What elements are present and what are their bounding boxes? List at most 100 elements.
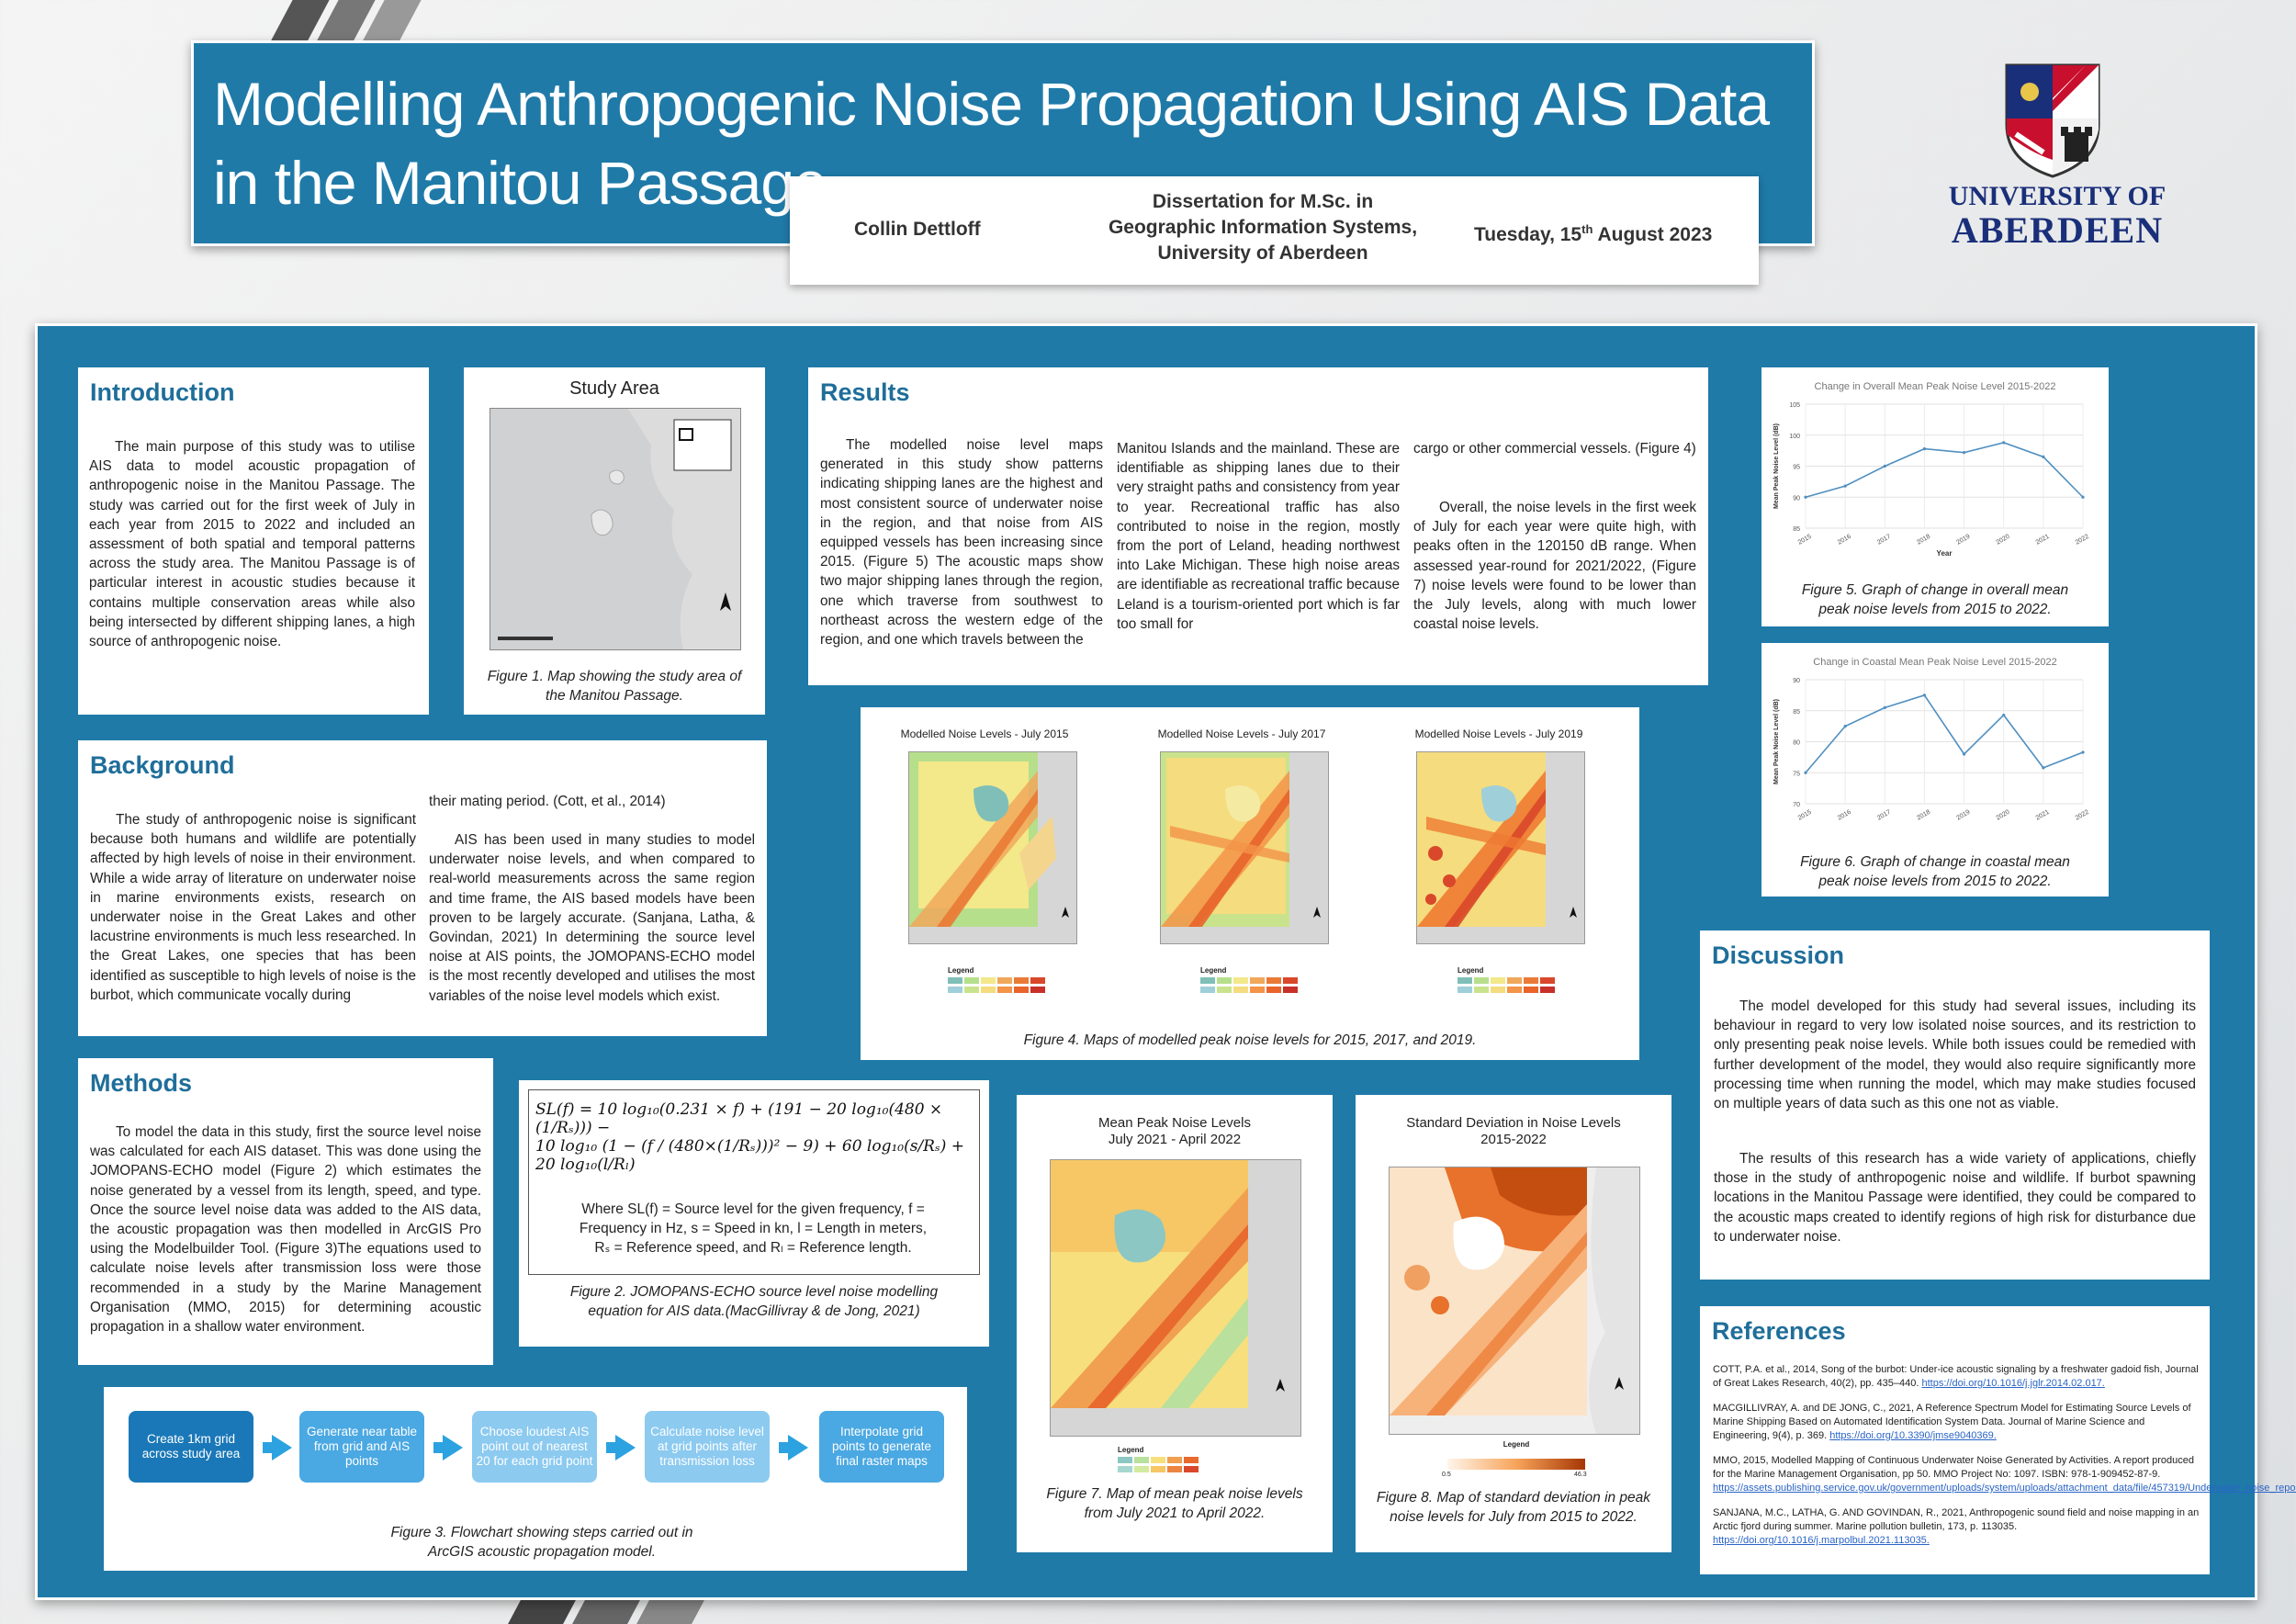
background-text-col2b: AIS has been used in many studies to mod… [429, 832, 755, 1004]
x-tick-label: 2021 [2035, 809, 2051, 822]
figure-8-caption: Figure 8. Map of standard deviation in p… [1376, 1490, 1651, 1525]
equation-line-1: SL(f) = 10 log₁₀(0.231 × f) + (191 − 20 … [535, 1100, 943, 1137]
x-tick-label: 2020 [1995, 534, 2010, 547]
figure-6-card: Change in Coastal Mean Peak Noise Level … [1761, 643, 2109, 897]
data-point [1843, 725, 1847, 728]
reference-link[interactable]: https://doi.org/10.1016/j.marpolbul.2021… [1713, 1535, 1930, 1546]
figure-2-caption: Figure 2. JOMOPANS-ECHO source level noi… [569, 1284, 939, 1319]
data-point [2002, 441, 2006, 445]
chart-title: Change in Coastal Mean Peak Noise Level … [1813, 657, 2056, 668]
fig8-legend: Legend 0.5 46.3 [1442, 1440, 1587, 1478]
fig8-title: Standard Deviation in Noise Levels 2015-2… [1406, 1115, 1621, 1147]
noise-map-2017 [1160, 751, 1329, 944]
figure-8-card: Standard Deviation in Noise Levels 2015-2… [1356, 1095, 1671, 1552]
equation-line-2: 10 log₁₀ (1 − (f / (480×(1/Rₛ)))² − 9) +… [535, 1137, 964, 1174]
reference-link[interactable]: https://doi.org/10.1016/j.jglr.2014.02.0… [1921, 1378, 2105, 1389]
figure-7-card: Mean Peak Noise Levels July 2021 - April … [1017, 1095, 1333, 1552]
results-text-col3a: cargo or other commercial vessels. (Figu… [1413, 441, 1696, 457]
introduction-card: Introduction The main purpose of this st… [78, 367, 429, 715]
decorative-stripe [636, 1600, 704, 1624]
flow-step-1: Create 1km grid across study area [129, 1411, 253, 1483]
chart-title: Change in Overall Mean Peak Noise Level … [1815, 381, 2056, 392]
flow-step-5: Interpolate grid points to generate fina… [819, 1411, 944, 1483]
poster-title: Modelling Anthropogenic Noise Propagatio… [213, 70, 1770, 217]
x-tick-label: 2019 [1955, 809, 1971, 822]
study-area-map [490, 408, 741, 650]
figure-7-caption: Figure 7. Map of mean peak noise levels … [1046, 1486, 1303, 1521]
results-text-col1: The modelled noise level maps generated … [820, 437, 1103, 648]
overall-noise-line-chart: Change in Overall Mean Peak Noise Level … [1773, 381, 2090, 558]
fig4-legend-2017: Legend [1200, 966, 1298, 1003]
references-list: COTT, P.A. et al., 2014, Song of the bur… [1713, 1363, 2296, 1559]
fig4-legend-2019: Legend [1458, 966, 1555, 1003]
background-card: Background The study of anthropogenic no… [78, 740, 767, 1036]
x-tick-label: 2019 [1955, 534, 1971, 547]
x-tick-label: 2021 [2035, 534, 2051, 547]
introduction-heading: Introduction [90, 378, 235, 406]
reference-item: SANJANA, M.C., LATHA, G. AND GOVINDAN, R… [1713, 1506, 2200, 1548]
x-tick-label: 2015 [1797, 534, 1813, 547]
fig8-legend-max: 46.3 [1574, 1472, 1587, 1478]
introduction-text: The main purpose of this study was to ut… [89, 439, 415, 650]
methods-card: Methods To model the data in this study,… [78, 1058, 493, 1365]
x-axis-label: Year [1937, 549, 1953, 558]
figure-1-caption: Figure 1. Map showing the study area of … [487, 669, 742, 704]
equation-card: SL(f) = 10 log₁₀(0.231 × f) + (191 − 20 … [519, 1080, 989, 1347]
flow-step-3: Choose loudest AIS point out of nearest … [472, 1411, 597, 1483]
reference-text: SANJANA, M.C., LATHA, G. AND GOVINDAN, R… [1713, 1507, 2200, 1532]
figure-5-card: Change in Overall Mean Peak Noise Level … [1761, 367, 2109, 626]
data-point [2002, 713, 2006, 717]
reference-text: MMO, 2015, Modelled Mapping of Continuou… [1713, 1455, 2195, 1480]
author-info-box: Collin Dettloff Dissertation for M.Sc. i… [790, 176, 1759, 285]
noise-map-2019 [1416, 751, 1585, 944]
results-text-col3b: Overall, the noise levels in the first w… [1413, 500, 1696, 633]
flow-arrow [779, 1442, 790, 1453]
references-heading: References [1712, 1317, 1846, 1345]
x-tick-label: 2018 [1916, 809, 1931, 822]
x-tick-label: 2016 [1837, 809, 1852, 822]
equation-box [528, 1089, 980, 1275]
reference-link[interactable]: https://doi.org/10.3390/jmse9040369. [1829, 1430, 1997, 1441]
background-heading: Background [90, 751, 235, 779]
degree-info: Dissertation for M.Sc. in Geographic Inf… [1108, 191, 1418, 264]
series-line [1805, 694, 2084, 773]
fig8-legend-min: 0.5 [1442, 1472, 1451, 1478]
x-tick-label: 2015 [1797, 809, 1813, 822]
discussion-heading: Discussion [1712, 942, 1845, 969]
data-point [1804, 495, 1807, 499]
reference-link[interactable]: https://assets.publishing.service.gov.uk… [1713, 1483, 2296, 1494]
reference-text: COTT, P.A. et al., 2014, Song of the bur… [1713, 1364, 2199, 1389]
equation-definitions: Where SL(f) = Source level for the given… [579, 1201, 928, 1256]
y-tick-label: 85 [1793, 526, 1800, 533]
references-card: References COTT, P.A. et al., 2014, Song… [1700, 1306, 2296, 1574]
fig8-color-ramp [1447, 1459, 1585, 1470]
fig4-title-2019: Modelled Noise Levels - July 2019 [1414, 727, 1583, 740]
fig4-title-2015: Modelled Noise Levels - July 2015 [900, 727, 1069, 740]
x-tick-label: 2020 [1995, 809, 2010, 822]
y-tick-label: 100 [1789, 434, 1800, 440]
discussion-text-2: The results of this research has a wide … [1714, 1151, 2196, 1245]
reference-item: COTT, P.A. et al., 2014, Song of the bur… [1713, 1363, 2200, 1391]
y-axis-label: Mean Peak Noise Level (dB) [1773, 423, 1780, 509]
flow-arrow [263, 1442, 274, 1453]
study-area-title: Study Area [569, 378, 659, 399]
data-point [1922, 447, 1927, 451]
y-tick-label: 70 [1793, 802, 1800, 808]
noise-map-2015 [908, 751, 1077, 944]
figure-5-caption: Figure 5. Graph of change in overall mea… [1801, 582, 2069, 617]
figure-4-card: Modelled Noise Levels - July 2015 Modell… [861, 707, 1639, 1060]
fig7-legend: Legend [1118, 1446, 1237, 1492]
x-tick-label: 2017 [1876, 809, 1892, 822]
x-tick-label: 2016 [1837, 534, 1852, 547]
y-tick-label: 85 [1793, 709, 1800, 716]
flow-arrow-icon [788, 1435, 808, 1460]
fig7-title: Mean Peak Noise Levels July 2021 - April … [1098, 1115, 1251, 1147]
data-point [2042, 766, 2045, 770]
x-tick-label: 2018 [1916, 534, 1931, 547]
results-heading: Results [820, 378, 910, 406]
discussion-card: Discussion The model developed for this … [1700, 930, 2210, 1280]
flow-arrow [606, 1442, 617, 1453]
mean-peak-noise-map [1050, 1159, 1301, 1437]
std-deviation-map [1389, 1167, 1640, 1435]
poster-date: Tuesday, 15th August 2023 [1474, 222, 1713, 245]
